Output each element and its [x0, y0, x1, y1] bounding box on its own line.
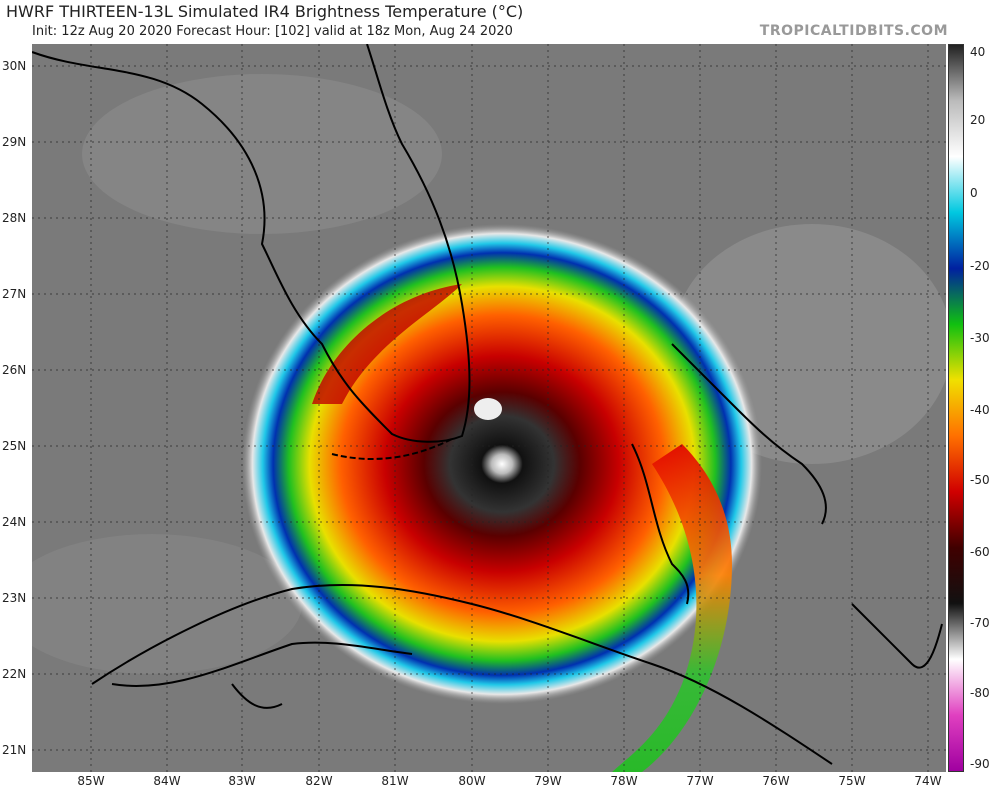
lat-label-24n: 24N: [2, 515, 27, 529]
colorbar-label-minus20: -20: [970, 259, 990, 273]
lon-label-79w: 79W: [534, 774, 562, 788]
colorbar-label-minus60: -60: [970, 545, 990, 559]
brand-label[interactable]: TROPICALTIDBITS.COM: [759, 23, 948, 39]
lon-label-80w: 80W: [458, 774, 486, 788]
colorbar-label-minus90: -90: [970, 757, 990, 771]
lon-label-75w: 75W: [838, 774, 866, 788]
lon-label-77w: 77W: [686, 774, 714, 788]
lat-label-26n: 26N: [2, 363, 27, 377]
colorbar-label-minus80: -80: [970, 686, 990, 700]
lat-label-22n: 22N: [2, 667, 27, 681]
lon-label-85w: 85W: [77, 774, 105, 788]
colorbar-label-minus30: -30: [970, 331, 990, 345]
temperature-colorbar: [948, 44, 964, 772]
lon-label-81w: 81W: [381, 774, 409, 788]
lat-label-25n: 25N: [2, 439, 27, 453]
satellite-image: [32, 44, 946, 772]
lon-label-82w: 82W: [305, 774, 333, 788]
lon-label-78w: 78W: [610, 774, 638, 788]
lat-label-29n: 29N: [2, 135, 27, 149]
colorbar-label-minus40: -40: [970, 403, 990, 417]
colorbar-label-minus70: -70: [970, 616, 990, 630]
forecast-info: Init: 12z Aug 20 2020 Forecast Hour: [10…: [32, 24, 513, 39]
lat-label-21n: 21N: [2, 743, 27, 757]
satellite-map: [32, 44, 946, 772]
lat-label-28n: 28N: [2, 211, 27, 225]
colorbar-label-40: 40: [970, 45, 986, 59]
map-title: HWRF THIRTEEN-13L Simulated IR4 Brightne…: [6, 2, 524, 21]
lon-label-74w: 74W: [914, 774, 942, 788]
colorbar-label-20: 20: [970, 113, 986, 127]
lon-label-76w: 76W: [762, 774, 790, 788]
lon-label-84w: 84W: [153, 774, 181, 788]
lon-label-83w: 83W: [228, 774, 256, 788]
colorbar-label-minus50: -50: [970, 473, 990, 487]
lat-label-30n: 30N: [2, 59, 27, 73]
colorbar-label-0: 0: [970, 186, 978, 200]
lat-label-27n: 27N: [2, 287, 27, 301]
lat-label-23n: 23N: [2, 591, 27, 605]
